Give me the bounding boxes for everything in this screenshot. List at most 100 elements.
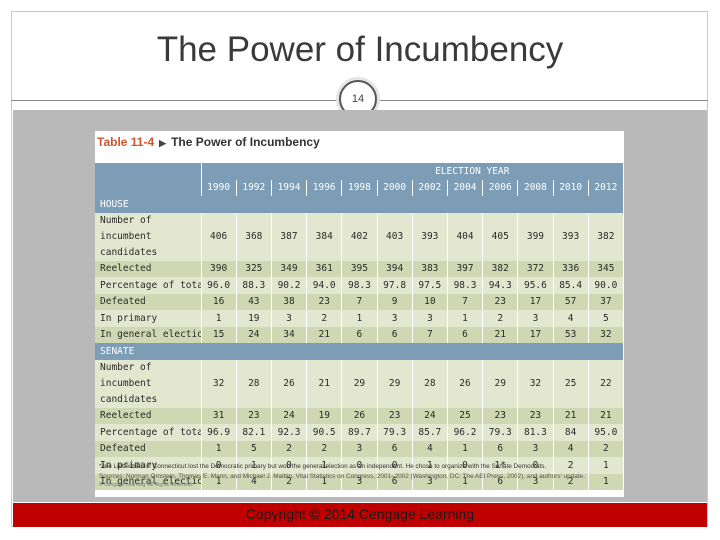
table-cell: 24 <box>412 407 448 424</box>
slide-title: The Power of Incumbency <box>156 30 564 69</box>
table-row: Number of incumbent candidates 406 368 387 3… <box>95 212 625 261</box>
table-cell: 7 <box>447 293 484 310</box>
table-cell: 4 <box>553 310 589 327</box>
table-cell: 29 <box>377 359 413 408</box>
table-cell: 349 <box>271 260 308 277</box>
senate-section-label: SENATE <box>95 343 624 360</box>
table-cell: 3 <box>271 310 308 327</box>
table-cell: 28 <box>236 359 272 408</box>
row-label: Percentage of total <box>95 424 202 441</box>
row-label: Number of incumbent candidates <box>95 212 202 261</box>
row-label: In primary <box>95 310 202 327</box>
table-cell: 345 <box>588 260 625 277</box>
table-row: Percentage of total 96.0 88.3 90.2 94.0 98.3 9… <box>95 277 625 294</box>
footer-bar <box>13 503 707 527</box>
table-cell: 53 <box>553 326 589 343</box>
table-cell: 82.1 <box>236 424 272 441</box>
table-row: Defeated 16 43 38 23 7 9 10 7 23 17 57 37 <box>95 293 625 310</box>
table-cell: 26 <box>271 359 308 408</box>
table-row: In general election 1 4 2 1 3 6 3 1 6 3 2 1 <box>95 473 625 490</box>
table-cell: 0 <box>447 457 484 474</box>
table-cell: 1 <box>447 310 484 327</box>
table-cell: 382 <box>482 260 519 277</box>
table-cell: 390 <box>201 260 237 277</box>
table-cell: 2 <box>271 440 308 457</box>
table-cell: 2 <box>306 440 343 457</box>
table-cell: 22 <box>588 359 625 408</box>
table-cell: 96.0 <box>201 277 237 294</box>
table-cell: 1 <box>306 473 343 490</box>
row-label: Defeated <box>95 293 202 310</box>
table-cell: 2 <box>588 440 625 457</box>
table-cell: 368 <box>236 212 272 261</box>
year-header: 2006 <box>482 179 519 196</box>
table-cell: 1 <box>447 440 484 457</box>
table-cell: 28 <box>412 359 448 408</box>
year-header: 2008 <box>517 179 554 196</box>
year-header: 2002 <box>412 179 448 196</box>
table-cell: 1 <box>306 457 343 474</box>
table-cell: 1 <box>588 473 625 490</box>
year-header: 1998 <box>341 179 378 196</box>
table-cell: 21 <box>482 326 519 343</box>
table-cell: 1 <box>341 310 378 327</box>
table-cell: 97.8 <box>377 277 413 294</box>
table-cell: 1 <box>588 457 625 474</box>
table-cell: 395 <box>341 260 378 277</box>
blank-header-cell <box>95 179 202 196</box>
table-cell: 34 <box>271 326 308 343</box>
table-cell: 7 <box>341 293 378 310</box>
table-cell: 23 <box>482 407 519 424</box>
row-label: In primary <box>95 457 202 474</box>
table-cell: 393 <box>412 212 448 261</box>
table-cell: 98.3 <box>341 277 378 294</box>
table-cell: 21 <box>588 407 625 424</box>
row-label: Percentage of total <box>95 277 202 294</box>
sources-note: Sources: Norman Ornstein, Thomas E. Mann… <box>99 472 585 480</box>
table-row: Reelected 31 23 24 19 26 23 24 25 23 23 21 21 <box>95 407 625 424</box>
table-cell: 406 <box>201 212 237 261</box>
row-label: Number of incumbent candidates <box>95 359 202 408</box>
table-cell: 92.3 <box>271 424 308 441</box>
year-header: 2004 <box>447 179 484 196</box>
row-label: Reelected <box>95 260 202 277</box>
copyright-credit: © Cengage Learning. All Rights Reserved. <box>99 482 194 489</box>
table-cell: 5 <box>588 310 625 327</box>
table-cell: 6 <box>377 326 413 343</box>
table-cell: 405 <box>482 212 519 261</box>
table-cell: 95.6 <box>517 277 554 294</box>
table-cell: 94.0 <box>306 277 343 294</box>
table-cell: 6 <box>377 473 413 490</box>
year-header: 2000 <box>377 179 413 196</box>
table-caption: Table 11-4 ▶ The Power of Incumbency <box>97 135 320 149</box>
footnote: *Joe Lieberman of Connecticut lost the D… <box>99 463 547 470</box>
table-cell: 32 <box>201 359 237 408</box>
house-section-row: HOUSE <box>95 196 624 213</box>
table-cell: 5 <box>236 440 272 457</box>
table-cell: 1 <box>412 457 448 474</box>
table-row: Percentage of total 96.9 82.1 92.3 90.5 89.7 7… <box>95 424 625 441</box>
table-cell: 3 <box>341 440 378 457</box>
table-cell: 393 <box>553 212 589 261</box>
table-cell: 29 <box>482 359 519 408</box>
table-cell: 0 <box>517 457 554 474</box>
senate-section-row: SENATE <box>95 343 624 360</box>
table-cell: 25 <box>447 407 484 424</box>
table-number: Table 11-4 <box>97 135 155 149</box>
table-cell: 0 <box>271 457 308 474</box>
table-cell: 97.5 <box>412 277 448 294</box>
table-cell: 19 <box>236 310 272 327</box>
table-row: In primary 1 19 3 2 1 3 3 1 2 3 4 5 <box>95 310 625 327</box>
table-cell: 3 <box>341 473 378 490</box>
table-cell: 57 <box>553 293 589 310</box>
table-cell: 3 <box>517 473 554 490</box>
table-cell: 23 <box>377 407 413 424</box>
house-section-label: HOUSE <box>95 196 624 213</box>
table-row: Number of incumbent candidates 32 28 26 21 29… <box>95 359 625 408</box>
table-cell: 0 <box>341 457 378 474</box>
table-cell: 325 <box>236 260 272 277</box>
year-header: 1994 <box>271 179 308 196</box>
blank-header-cell <box>95 163 202 180</box>
table-cell: 336 <box>553 260 589 277</box>
row-label: Defeated <box>95 440 202 457</box>
